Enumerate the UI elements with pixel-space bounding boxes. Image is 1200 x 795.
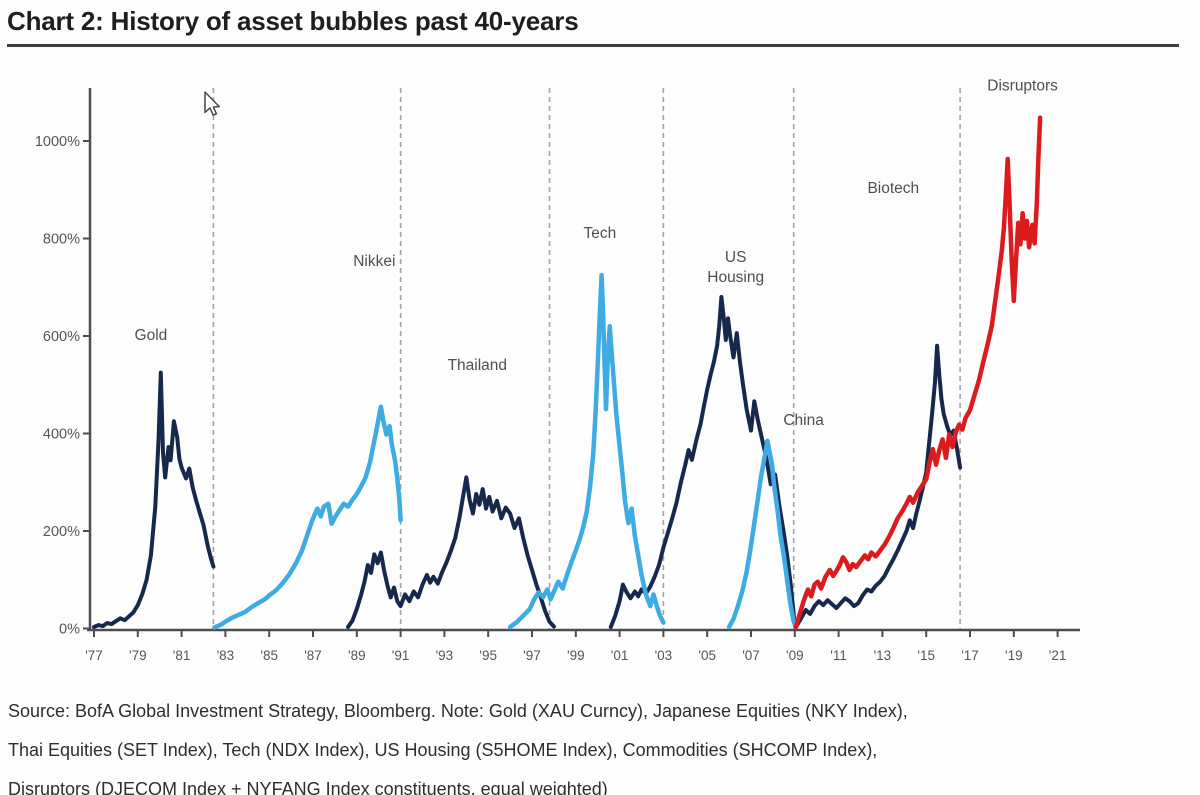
x-tick-label: '11 [830, 648, 847, 663]
series-line-tech [507, 272, 666, 630]
x-tick-label: '91 [392, 648, 410, 663]
series-line-gold [92, 370, 216, 629]
x-tick-label: '85 [260, 648, 278, 663]
series-line-disruptors [793, 115, 1043, 630]
y-tick-label: 200% [43, 524, 80, 540]
x-tick-label: '17 [961, 648, 979, 663]
x-tick-label: '87 [304, 648, 322, 663]
series-line-biotech [793, 343, 963, 629]
x-tick-label: '79 [129, 648, 147, 663]
x-tick-label: '89 [348, 648, 366, 663]
y-tick-label: 1000% [35, 134, 80, 150]
series-line-thailand [346, 475, 556, 629]
x-tick-label: '19 [1005, 648, 1023, 663]
series-label-disruptors: Disruptors [987, 77, 1058, 94]
x-tick-label: '03 [655, 648, 673, 663]
chart-title-block: Chart 2: History of asset bubbles past 4… [7, 6, 1179, 47]
series-label-thailand: Thailand [448, 357, 507, 374]
series-label-china: China [783, 412, 824, 429]
page-title: Chart 2: History of asset bubbles past 4… [7, 6, 579, 36]
x-tick-label: '09 [786, 648, 804, 663]
series-line-us-housing [608, 295, 797, 629]
x-tick-label: '13 [874, 648, 892, 663]
x-tick-label: '81 [173, 648, 191, 663]
x-tick-label: '99 [567, 648, 585, 663]
x-tick-label: '05 [698, 648, 716, 663]
series-label-biotech: Biotech [867, 180, 919, 197]
y-tick-label: 800% [43, 232, 80, 248]
x-tick-label: '83 [217, 648, 235, 663]
series-line-china [726, 438, 799, 630]
series-label-nikkei: Nikkei [353, 253, 395, 270]
mouse-cursor-icon [204, 91, 221, 116]
series-label-us-housing: US Housing [707, 249, 764, 286]
x-tick-label: '01 [611, 648, 629, 663]
source-note-line-3: Disruptors (DJECOM Index + NYFANG Index … [8, 779, 608, 795]
y-tick-label: 400% [43, 427, 80, 443]
series-label-tech: Tech [584, 225, 617, 242]
y-tick-label: 0% [59, 622, 80, 638]
x-tick-label: '95 [479, 648, 497, 663]
source-note-line-1: Source: BofA Global Investment Strategy,… [8, 701, 908, 721]
x-tick-label: '93 [436, 648, 454, 663]
x-tick-label: '15 [917, 648, 935, 663]
x-tick-label: '07 [742, 648, 760, 663]
source-note: Source: BofA Global Investment Strategy,… [8, 692, 1188, 795]
x-tick-label: '21 [1049, 648, 1067, 663]
x-tick-label: '97 [523, 648, 541, 663]
series-label-gold: Gold [135, 327, 168, 344]
source-note-line-2: Thai Equities (SET Index), Tech (NDX Ind… [8, 740, 878, 760]
x-tick-label: '77 [85, 648, 103, 663]
series-line-nikkei [212, 404, 403, 630]
y-tick-label: 600% [43, 329, 80, 345]
